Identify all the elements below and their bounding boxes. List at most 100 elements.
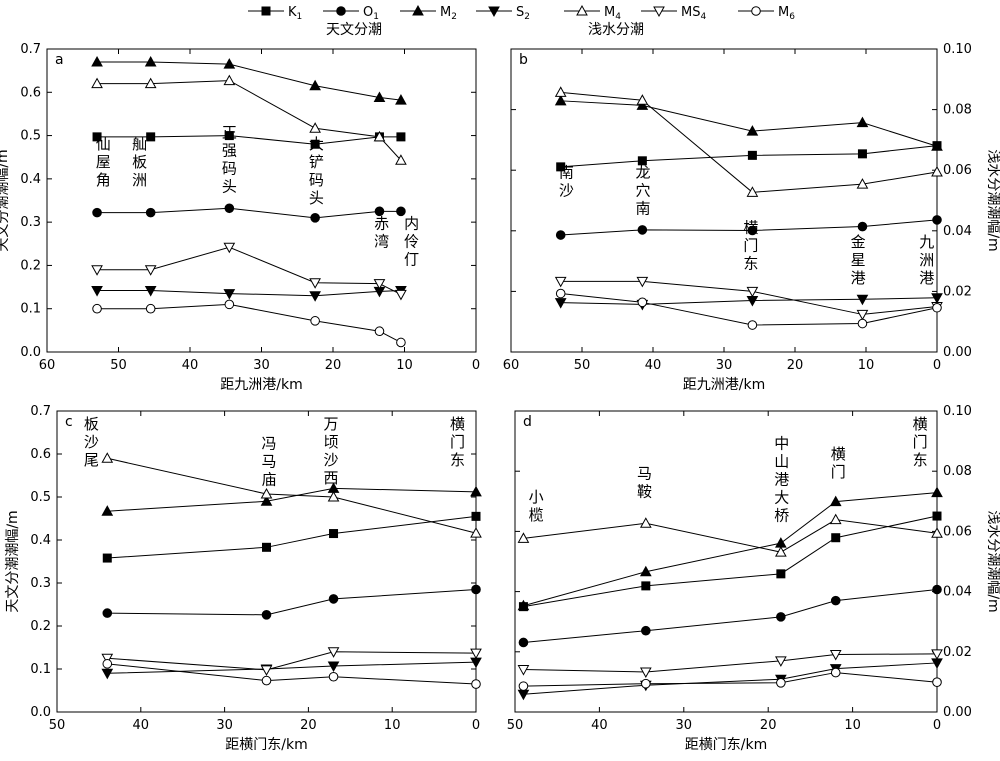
data-point <box>932 511 942 521</box>
legend-label-sub: 2 <box>524 12 530 22</box>
data-point <box>309 79 321 91</box>
series-o1 <box>92 203 406 223</box>
legend-label-main: MS <box>681 5 700 20</box>
data-point <box>144 77 157 89</box>
station-label: 横门 <box>831 445 846 481</box>
legend-label: M2 <box>440 5 457 22</box>
legend-item-m2: M2 <box>400 4 457 22</box>
station-label-char: 九 <box>919 233 934 251</box>
station-label-char: 内 <box>404 214 419 232</box>
data-point <box>932 584 942 595</box>
series-ms4 <box>91 242 407 301</box>
plot-frame <box>514 410 938 713</box>
y-axis-label: 天文分潮潮幅/m <box>0 149 11 251</box>
station-label: 大铲码头 <box>309 135 324 207</box>
data-point <box>931 649 943 660</box>
legend-item-k1: K1 <box>248 5 302 22</box>
data-point <box>554 86 567 97</box>
station-label: 中山港大桥 <box>774 435 789 525</box>
series-m6 <box>518 667 942 691</box>
data-point <box>641 678 651 689</box>
data-point <box>931 527 943 538</box>
series-line <box>107 588 477 616</box>
station-label-char: 星 <box>851 251 866 269</box>
series-o1 <box>518 584 942 648</box>
y-axis-label: 天文分潮潮幅/m <box>5 510 21 612</box>
series-m4 <box>91 74 407 165</box>
series-s2 <box>101 657 482 680</box>
station-label-char: 门 <box>831 463 846 481</box>
station-label-char: 榄 <box>529 506 544 524</box>
data-point <box>471 584 481 595</box>
data-point <box>776 612 786 622</box>
data-point <box>374 326 385 337</box>
legend-marker <box>576 4 588 16</box>
station-label-char: 码 <box>309 171 324 189</box>
station-label-char: 桥 <box>774 507 789 525</box>
station-label: 冯马庙 <box>262 435 277 489</box>
station-label-char: 板 <box>84 415 99 433</box>
y-tick-label: 0.3 <box>30 576 51 591</box>
station-label-char: 强 <box>222 141 237 159</box>
series-k1 <box>92 131 406 149</box>
x-tick-label: 50 <box>507 718 524 733</box>
data-point <box>373 279 386 290</box>
legend-marker <box>261 6 271 16</box>
data-point <box>555 230 566 240</box>
data-point <box>856 309 869 321</box>
data-point <box>776 569 786 579</box>
station-label-char: 大 <box>309 135 324 153</box>
y-tick-label: 0.7 <box>30 404 51 419</box>
data-point <box>144 286 157 297</box>
station-label-char: 庙 <box>262 471 277 489</box>
data-point <box>517 689 530 701</box>
data-point <box>829 495 842 507</box>
station-label-char: 舢 <box>132 135 147 153</box>
y-tick-label: 0.00 <box>943 345 972 360</box>
data-point <box>639 565 652 577</box>
data-point <box>775 537 787 548</box>
series-m4 <box>554 86 943 197</box>
data-point <box>554 94 567 106</box>
station-label: 小榄 <box>529 488 544 524</box>
data-point <box>639 667 652 678</box>
y-axis-label: 浅水分潮潮幅/m <box>985 149 1000 251</box>
data-point <box>310 213 320 223</box>
legend-label-main: K <box>288 5 297 20</box>
data-point <box>223 242 236 254</box>
legend-item-o1: O1 <box>323 5 379 22</box>
x-tick-label: 10 <box>858 358 875 373</box>
legend-label-sub: 1 <box>373 12 379 22</box>
series-line <box>523 662 938 695</box>
station-label-char: 东 <box>913 451 928 469</box>
station-label-char: 伶 <box>404 232 419 250</box>
data-point <box>101 668 114 680</box>
data-point <box>641 581 651 591</box>
station-label-char: 小 <box>529 488 544 506</box>
data-point <box>224 203 235 214</box>
station-label-char: 大 <box>774 489 789 507</box>
plot-frame <box>46 48 477 353</box>
station-label: 正强码头 <box>222 123 237 195</box>
x-tick-label: 0 <box>933 718 941 733</box>
data-point <box>554 298 567 309</box>
station-label-char: 板 <box>132 153 147 171</box>
station-label-char: 门 <box>913 433 928 451</box>
station-label-char: 鞍 <box>637 482 652 500</box>
station-label-char: 金 <box>851 233 866 251</box>
station-label-char: 洲 <box>132 171 147 189</box>
data-point <box>856 116 869 128</box>
data-point <box>309 122 321 133</box>
data-point <box>830 595 841 606</box>
series-s2 <box>554 293 943 311</box>
data-point <box>373 130 386 142</box>
data-point <box>775 656 787 667</box>
data-point <box>470 527 482 538</box>
x-tick-label: 30 <box>716 358 733 373</box>
x-tick-label: 30 <box>253 358 270 373</box>
y-tick-label: 0.4 <box>30 533 51 548</box>
legend-marker <box>751 6 761 16</box>
data-point <box>554 276 567 288</box>
data-point <box>829 650 842 661</box>
